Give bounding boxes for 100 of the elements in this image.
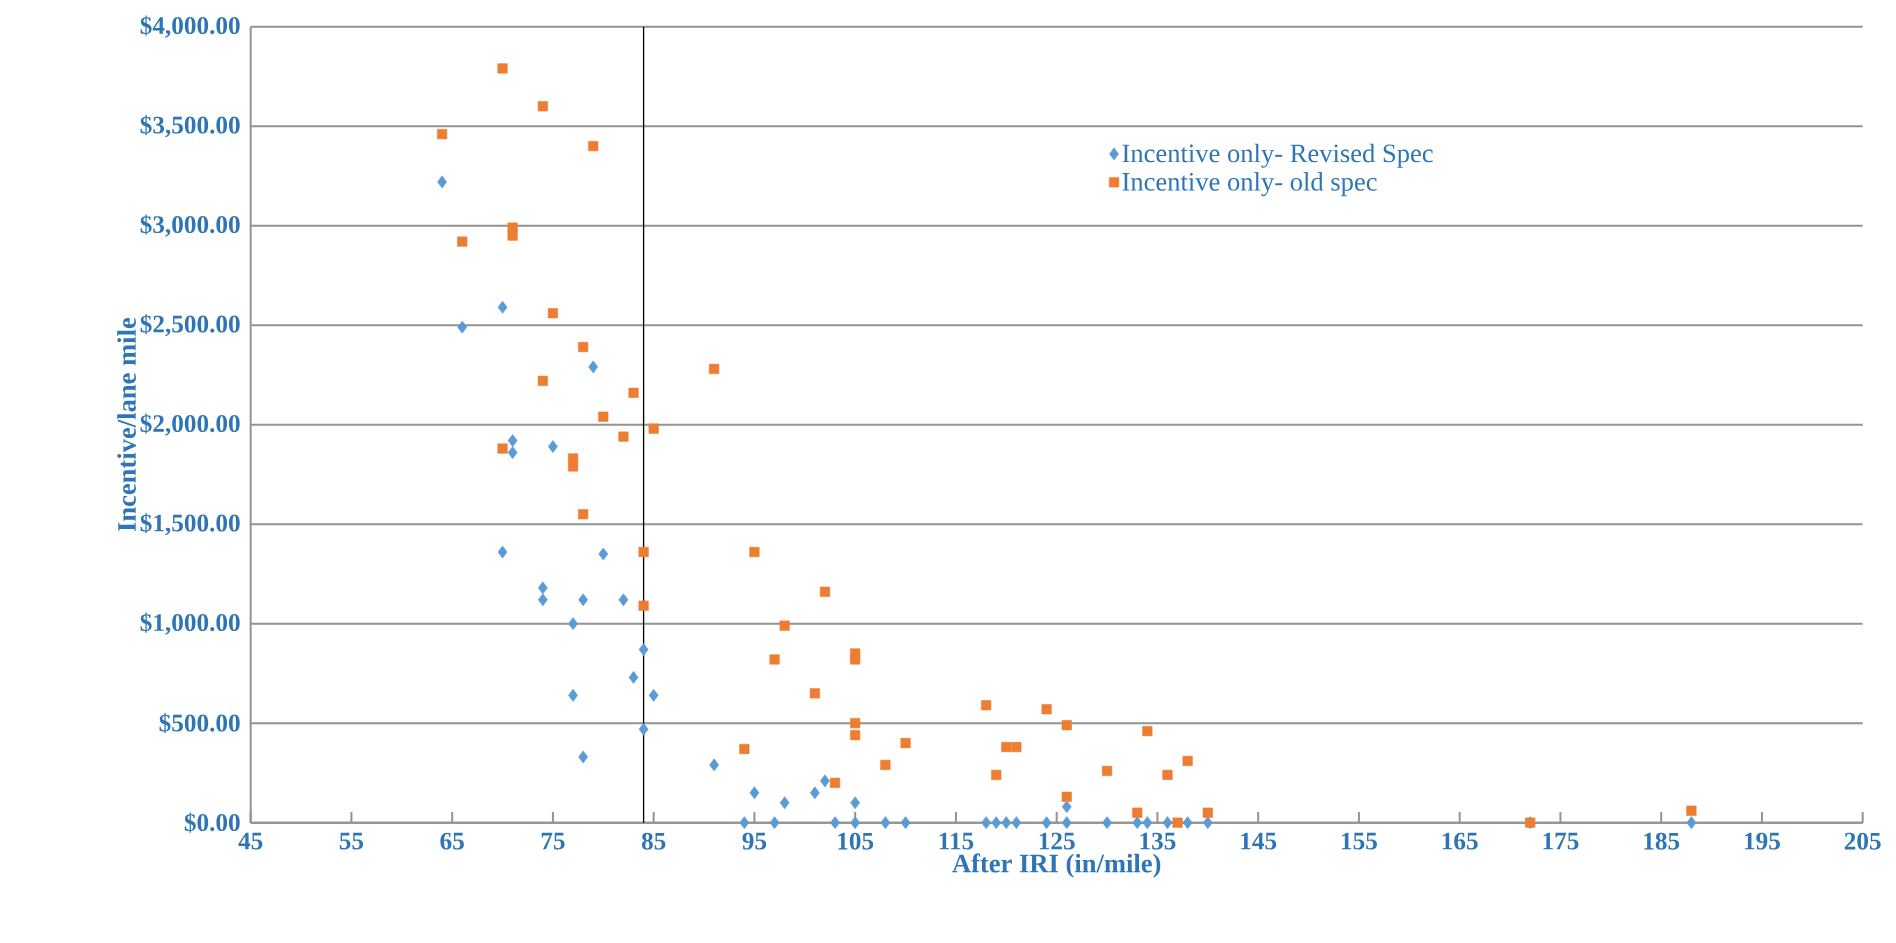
- x-tick-label: 155: [1342, 832, 1377, 850]
- y-tick-label: $2,500.00: [140, 314, 240, 337]
- x-tick-label: 185: [1644, 832, 1680, 850]
- point: [830, 816, 840, 830]
- point: [638, 722, 649, 736]
- point: [819, 586, 830, 598]
- point: [548, 440, 558, 454]
- y-axis-title: Incentive/lane mile: [117, 318, 136, 532]
- point: [900, 738, 911, 749]
- point: [537, 101, 548, 112]
- x-tick-label: 115: [939, 832, 974, 850]
- point: [1041, 704, 1052, 715]
- point: [820, 774, 830, 788]
- point: [880, 760, 891, 771]
- point: [547, 308, 558, 319]
- x-tick-label: 125: [1039, 832, 1075, 850]
- point: [769, 654, 780, 665]
- point: [1202, 807, 1213, 818]
- point: [850, 816, 861, 830]
- y-tick-label: $500.00: [159, 713, 240, 734]
- point: [537, 593, 548, 607]
- point: [578, 750, 588, 764]
- point: [578, 509, 589, 520]
- point: [507, 434, 518, 448]
- point: [1686, 805, 1697, 816]
- point: [638, 600, 649, 611]
- point: [628, 387, 639, 399]
- point: [1061, 720, 1072, 731]
- point: [598, 411, 609, 422]
- point: [991, 816, 1002, 830]
- point: [1162, 770, 1173, 781]
- point: [1132, 807, 1143, 818]
- point: [648, 423, 659, 434]
- point: [900, 816, 911, 830]
- point: [991, 770, 1002, 781]
- point: [578, 342, 589, 353]
- point: [810, 786, 820, 800]
- y-tick-label: $3,000.00: [140, 214, 240, 237]
- x-tick-label: 75: [541, 832, 565, 850]
- x-axis-title: After IRI (in/mile): [952, 853, 1161, 879]
- y-tick-label: $4,000.00: [140, 15, 240, 38]
- point: [1102, 816, 1112, 830]
- point: [457, 236, 468, 247]
- x-tick-label: 65: [440, 832, 464, 850]
- point: [648, 689, 659, 702]
- point: [457, 320, 468, 334]
- point: [850, 654, 861, 665]
- point: [1142, 726, 1153, 737]
- point: [779, 796, 790, 810]
- point: [598, 547, 609, 561]
- point: [628, 671, 639, 684]
- point: [981, 816, 991, 830]
- point: [1061, 800, 1072, 814]
- point: [497, 301, 508, 314]
- legend-label: Incentive only- Revised Spec: [1122, 143, 1433, 169]
- point: [1101, 766, 1113, 777]
- point: [769, 816, 780, 830]
- point: [749, 547, 760, 558]
- x-tick-label: 45: [238, 832, 263, 850]
- point: [1686, 816, 1697, 830]
- y-tick-label: $1,500.00: [140, 513, 240, 536]
- point: [850, 718, 861, 729]
- point: [709, 364, 720, 375]
- point: [981, 700, 992, 711]
- point: [739, 816, 750, 830]
- point: [588, 360, 599, 374]
- point: [537, 581, 548, 595]
- point: [437, 175, 447, 189]
- point: [1182, 816, 1193, 830]
- point: [1172, 817, 1183, 828]
- point: [1011, 816, 1022, 830]
- x-tick-label: 175: [1543, 832, 1579, 850]
- point: [507, 446, 518, 460]
- point: [1001, 816, 1012, 830]
- x-tick-label: 165: [1442, 832, 1478, 850]
- point: [437, 129, 448, 140]
- y-tick-label: $2,000.00: [140, 413, 240, 436]
- point: [537, 376, 548, 387]
- point: [1011, 742, 1022, 753]
- y-tick-label: $3,500.00: [140, 115, 240, 138]
- point: [709, 758, 719, 772]
- point: [1182, 756, 1193, 767]
- point: [809, 688, 820, 699]
- point: [1061, 791, 1072, 803]
- point: [618, 593, 629, 607]
- point: [1202, 816, 1213, 830]
- point: [578, 593, 588, 607]
- point: [497, 63, 508, 74]
- point: [749, 786, 760, 800]
- x-tick-label: 145: [1241, 832, 1277, 850]
- point: [588, 141, 599, 152]
- point: [497, 443, 508, 454]
- point: [850, 796, 861, 810]
- point: [638, 547, 649, 558]
- point: [1162, 816, 1173, 830]
- point: [1001, 742, 1012, 753]
- x-tick-label: 205: [1844, 832, 1881, 850]
- point: [829, 777, 841, 789]
- point: [1061, 816, 1072, 830]
- point: [568, 617, 578, 631]
